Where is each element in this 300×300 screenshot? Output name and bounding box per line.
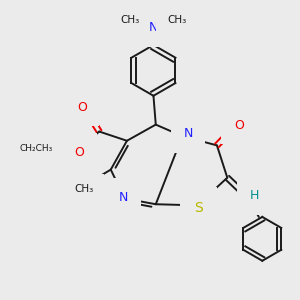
Text: CH₂CH₃: CH₂CH₃ bbox=[20, 144, 53, 153]
Text: O: O bbox=[75, 146, 85, 159]
Text: H: H bbox=[250, 189, 259, 202]
Text: CH₃: CH₃ bbox=[121, 15, 140, 25]
Text: O: O bbox=[234, 119, 244, 132]
Text: N: N bbox=[149, 21, 158, 34]
Text: CH₃: CH₃ bbox=[75, 184, 94, 194]
Text: CH₃: CH₃ bbox=[167, 15, 186, 25]
Text: N: N bbox=[119, 191, 128, 204]
Text: N: N bbox=[183, 127, 193, 140]
Text: S: S bbox=[194, 201, 203, 215]
Text: O: O bbox=[77, 101, 87, 114]
